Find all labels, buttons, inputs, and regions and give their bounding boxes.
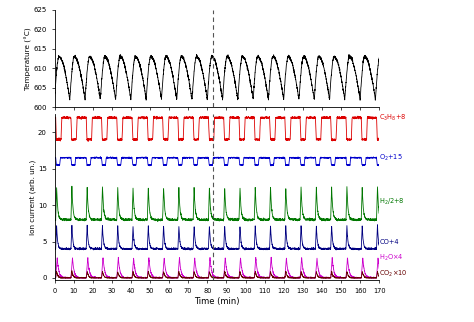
Text: H$_2$O×4: H$_2$O×4 bbox=[379, 252, 404, 263]
Y-axis label: Temperature (°C): Temperature (°C) bbox=[25, 27, 32, 90]
X-axis label: Time (min): Time (min) bbox=[194, 297, 239, 306]
Text: C$_3$H$_8$+8: C$_3$H$_8$+8 bbox=[379, 112, 407, 123]
Y-axis label: Ion current (arb. un.): Ion current (arb. un.) bbox=[30, 159, 36, 235]
Text: H$_2$/2+8: H$_2$/2+8 bbox=[379, 196, 405, 206]
Text: O$_2$+15: O$_2$+15 bbox=[379, 153, 403, 163]
Text: CO+4: CO+4 bbox=[379, 239, 399, 244]
Text: CO$_2$×10: CO$_2$×10 bbox=[379, 269, 408, 279]
